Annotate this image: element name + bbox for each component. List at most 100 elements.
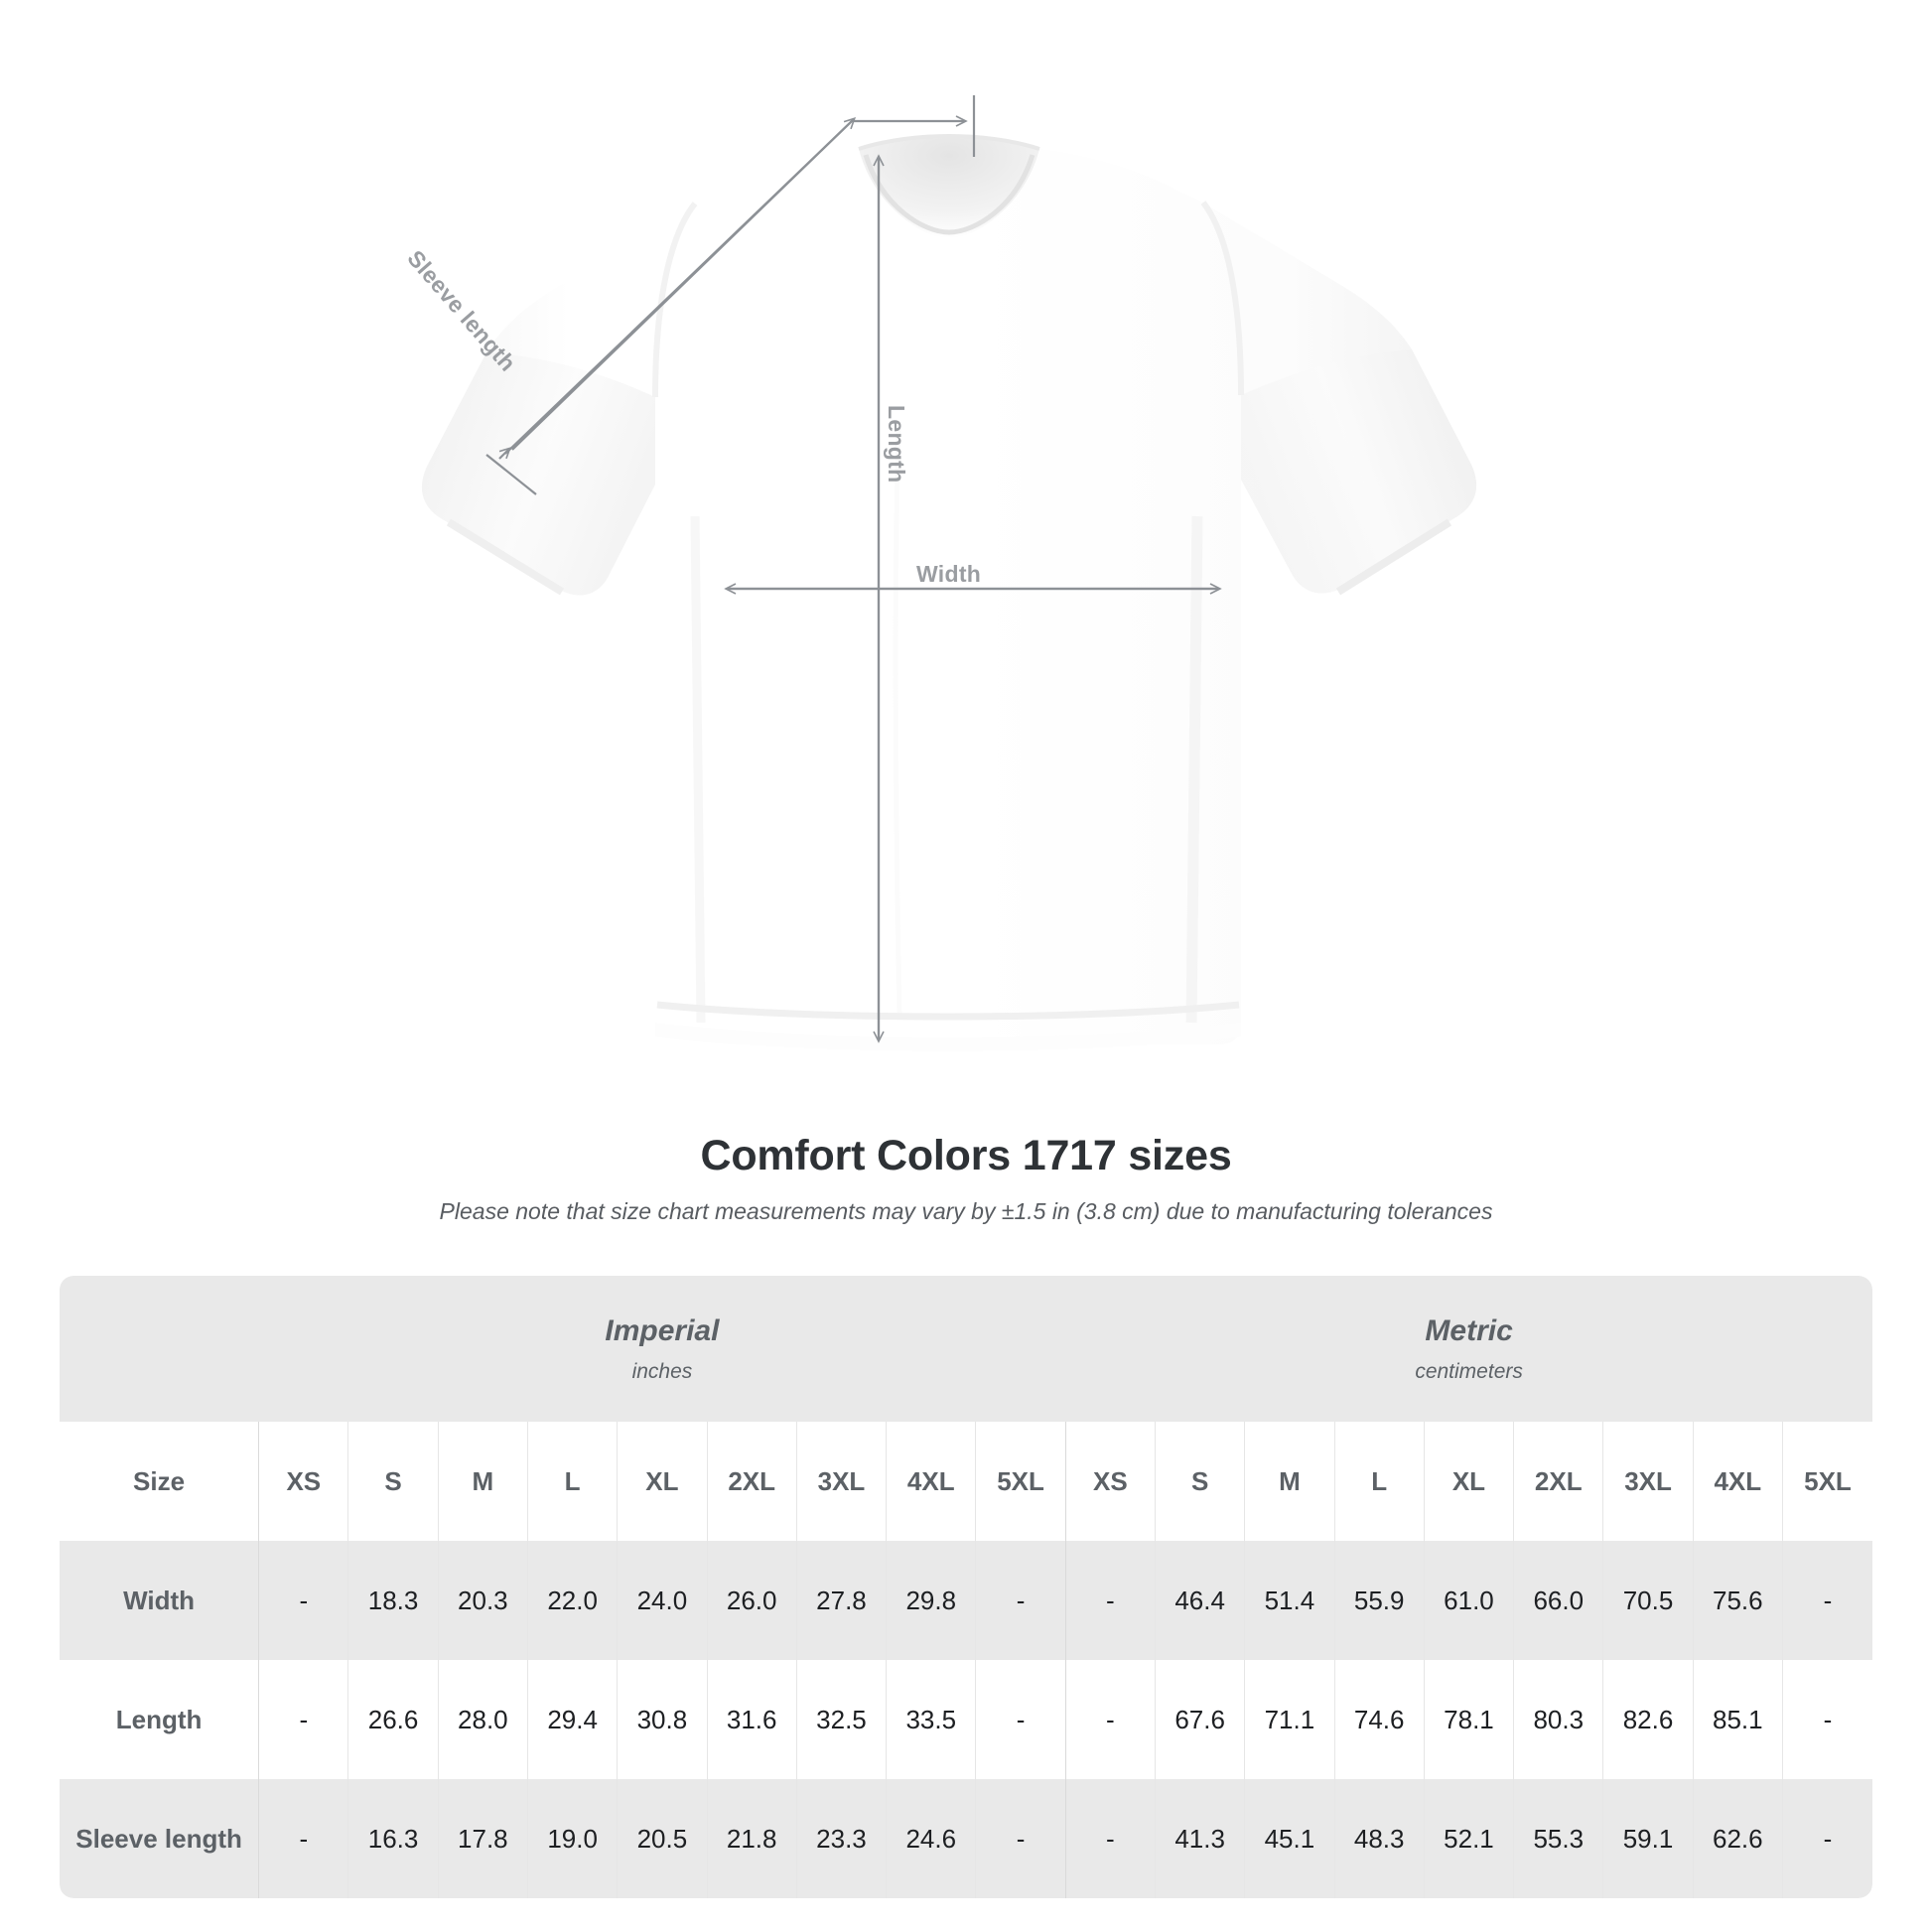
measurement-cell: 31.6 bbox=[706, 1660, 797, 1779]
measurement-cell: 30.8 bbox=[617, 1660, 708, 1779]
measurement-cell: 80.3 bbox=[1513, 1660, 1603, 1779]
measurement-cell: - bbox=[1064, 1541, 1156, 1660]
size-header-metric-s: S bbox=[1154, 1422, 1245, 1541]
measurement-cell: 45.1 bbox=[1244, 1779, 1335, 1898]
sleeve-hem-tick bbox=[485, 454, 537, 495]
measurement-cell: 29.8 bbox=[886, 1541, 976, 1660]
unit-group-header-metric: Metric centimeters bbox=[1065, 1276, 1872, 1422]
size-header-imperial-l: L bbox=[526, 1422, 618, 1541]
table-row: Width -18.3 20.3 22.0 24.0 26.0 27.8 29.8- -46.4… bbox=[60, 1541, 1872, 1660]
size-header-imperial-s: S bbox=[347, 1422, 439, 1541]
measurement-cell: 82.6 bbox=[1602, 1660, 1694, 1779]
measurement-cell: 20.3 bbox=[437, 1541, 528, 1660]
size-header-metric-4xl: 4XL bbox=[1692, 1422, 1783, 1541]
tshirt-illustration bbox=[421, 95, 1477, 1051]
unit-group-name: Metric bbox=[1425, 1313, 1513, 1347]
measurement-cell: 85.1 bbox=[1692, 1660, 1783, 1779]
measurement-cell: - bbox=[975, 1660, 1066, 1779]
table-row: Sleeve length -16.3 17.8 19.0 20.5 21.8 23.3 24… bbox=[60, 1779, 1872, 1898]
unit-group-subtitle: centimeters bbox=[1415, 1359, 1523, 1383]
measurement-cell: 20.5 bbox=[617, 1779, 708, 1898]
tshirt-diagram: Sleeve length Length Width bbox=[402, 95, 1477, 1051]
measurement-cell: 26.0 bbox=[706, 1541, 797, 1660]
measurement-cell: - bbox=[975, 1779, 1066, 1898]
measurement-cell: - bbox=[258, 1541, 348, 1660]
measurement-lines bbox=[485, 95, 1222, 1043]
measurement-cell: 17.8 bbox=[437, 1779, 528, 1898]
measurement-cell: 71.1 bbox=[1244, 1660, 1335, 1779]
measurement-cell: 33.5 bbox=[886, 1660, 976, 1779]
size-header-metric-m: M bbox=[1244, 1422, 1335, 1541]
length-dimension-label: Length bbox=[884, 405, 909, 483]
measurement-cell: 26.6 bbox=[347, 1660, 439, 1779]
measurement-cell: 67.6 bbox=[1154, 1660, 1245, 1779]
unit-group-subtitle: inches bbox=[631, 1359, 693, 1383]
measurement-cell: 22.0 bbox=[526, 1541, 618, 1660]
measurement-cell: - bbox=[1781, 1660, 1872, 1779]
measurement-cell: - bbox=[258, 1779, 348, 1898]
measurement-cell: 23.3 bbox=[795, 1779, 887, 1898]
measurement-row-label: Length bbox=[60, 1660, 259, 1779]
measurement-cell: 55.3 bbox=[1513, 1779, 1603, 1898]
measurement-cell: 66.0 bbox=[1513, 1541, 1603, 1660]
width-dimension-label: Width bbox=[916, 561, 982, 587]
size-header-imperial-m: M bbox=[437, 1422, 528, 1541]
size-header-imperial-xl: XL bbox=[617, 1422, 708, 1541]
size-chart-table: Imperial inches Metric centimeters Size XS S M L… bbox=[60, 1276, 1872, 1898]
size-header-metric-2xl: 2XL bbox=[1513, 1422, 1603, 1541]
measurement-cell: 52.1 bbox=[1423, 1779, 1514, 1898]
measurement-cell: 62.6 bbox=[1692, 1779, 1783, 1898]
size-header-imperial-4xl: 4XL bbox=[886, 1422, 976, 1541]
measurement-cell: 51.4 bbox=[1244, 1541, 1335, 1660]
size-header-metric-xl: XL bbox=[1423, 1422, 1514, 1541]
measurement-cell: - bbox=[975, 1541, 1066, 1660]
measurement-cell: 32.5 bbox=[795, 1660, 887, 1779]
measurement-cell: 18.3 bbox=[347, 1541, 439, 1660]
measurement-cell: 41.3 bbox=[1154, 1779, 1245, 1898]
shirt-shape bbox=[421, 133, 1477, 1051]
size-header-metric-5xl: 5XL bbox=[1781, 1422, 1872, 1541]
measurement-cell: 24.6 bbox=[886, 1779, 976, 1898]
measurement-row-label: Width bbox=[60, 1541, 259, 1660]
sleeve-diag-arrow bbox=[511, 117, 857, 451]
size-header-metric-3xl: 3XL bbox=[1602, 1422, 1694, 1541]
measurement-cell: 19.0 bbox=[526, 1779, 618, 1898]
measurement-cell: 55.9 bbox=[1333, 1541, 1425, 1660]
page-title: Comfort Colors 1717 sizes bbox=[700, 1132, 1232, 1179]
measurement-cell: 24.0 bbox=[617, 1541, 708, 1660]
measurement-cell: - bbox=[1064, 1660, 1156, 1779]
measurement-cell: 74.6 bbox=[1333, 1660, 1425, 1779]
measurement-cell: 21.8 bbox=[706, 1779, 797, 1898]
measurement-row-label: Sleeve length bbox=[60, 1779, 259, 1898]
measurement-cell: - bbox=[1781, 1779, 1872, 1898]
measurement-cell: 48.3 bbox=[1333, 1779, 1425, 1898]
size-header-metric-xs: XS bbox=[1064, 1422, 1156, 1541]
title-block: Comfort Colors 1717 sizes Please note th… bbox=[0, 1132, 1932, 1226]
measurement-cell: - bbox=[1064, 1779, 1156, 1898]
size-column-header: Size bbox=[60, 1422, 259, 1541]
size-header-imperial-2xl: 2XL bbox=[706, 1422, 797, 1541]
measurement-cell: 59.1 bbox=[1602, 1779, 1694, 1898]
measurement-cell: - bbox=[1781, 1541, 1872, 1660]
unit-group-header-imperial: Imperial inches bbox=[258, 1276, 1066, 1422]
size-header-row: Size XS S M L XL 2XL 3XL 4XL 5XL XS S M L XL 2XL 3XL 4XL 5… bbox=[60, 1422, 1872, 1541]
size-header-imperial-3xl: 3XL bbox=[795, 1422, 887, 1541]
measurement-cell: 75.6 bbox=[1692, 1541, 1783, 1660]
measurement-cell: 29.4 bbox=[526, 1660, 618, 1779]
measurement-cell: 61.0 bbox=[1423, 1541, 1514, 1660]
table-row: Length -26.6 28.0 29.4 30.8 31.6 32.5 33.5- -67.… bbox=[60, 1660, 1872, 1779]
measurement-cell: 28.0 bbox=[437, 1660, 528, 1779]
measurement-cell: 27.8 bbox=[795, 1541, 887, 1660]
size-header-imperial-5xl: 5XL bbox=[975, 1422, 1066, 1541]
measurement-cell: 78.1 bbox=[1423, 1660, 1514, 1779]
measurement-cell: 16.3 bbox=[347, 1779, 439, 1898]
size-chart-table-container: Imperial inches Metric centimeters Size XS S M L… bbox=[60, 1276, 1872, 1898]
measurement-cell: 70.5 bbox=[1602, 1541, 1694, 1660]
unit-group-header-row: Imperial inches Metric centimeters bbox=[60, 1276, 1872, 1422]
tolerance-note: Please note that size chart measurements… bbox=[439, 1198, 1493, 1225]
table-corner-cell bbox=[60, 1276, 259, 1422]
measurement-cell: 46.4 bbox=[1154, 1541, 1245, 1660]
unit-group-name: Imperial bbox=[605, 1313, 720, 1347]
size-header-metric-l: L bbox=[1333, 1422, 1425, 1541]
measurement-cell: - bbox=[258, 1660, 348, 1779]
